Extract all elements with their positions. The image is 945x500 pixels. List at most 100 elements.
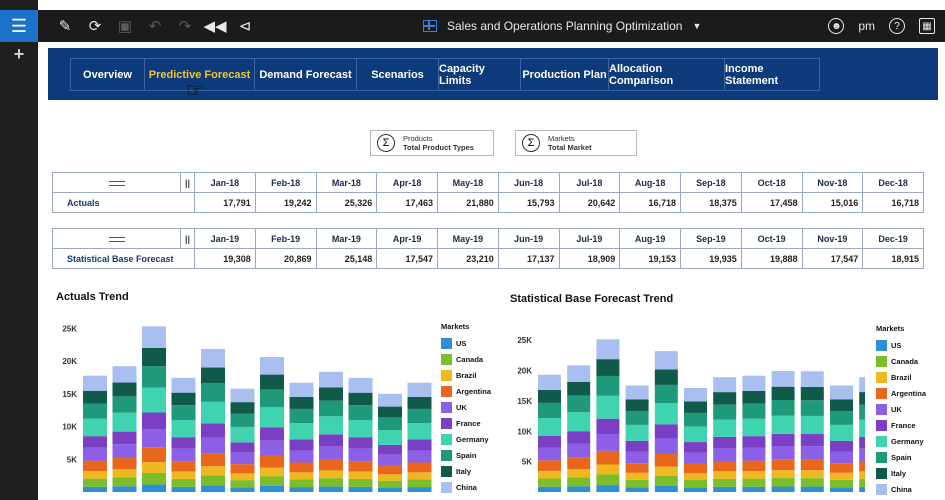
bar-segment[interactable] xyxy=(771,433,795,447)
bar-segment[interactable] xyxy=(567,457,591,470)
column-header[interactable]: Aug-18 xyxy=(619,172,681,193)
bar-segment[interactable] xyxy=(348,486,373,492)
data-cell[interactable]: 25,148 xyxy=(315,248,378,269)
bar-segment[interactable] xyxy=(742,375,766,391)
bar-segment[interactable] xyxy=(830,440,853,452)
bar-segment[interactable] xyxy=(625,451,649,464)
bar-segment[interactable] xyxy=(407,439,432,451)
bar-segment[interactable] xyxy=(171,478,196,487)
bar-segment[interactable] xyxy=(378,474,402,481)
bar-segment[interactable] xyxy=(112,382,137,397)
legend-item[interactable]: China xyxy=(876,481,926,497)
bar-segment[interactable] xyxy=(378,393,402,407)
bar-segment[interactable] xyxy=(654,466,678,476)
bar-segment[interactable] xyxy=(713,392,737,405)
bar-segment[interactable] xyxy=(800,386,824,401)
bar-segment[interactable] xyxy=(201,466,225,476)
bar-segment[interactable] xyxy=(742,403,766,419)
bar-segment[interactable] xyxy=(319,486,343,492)
bar-segment[interactable] xyxy=(713,461,737,472)
legend-item[interactable]: Canada xyxy=(876,353,926,369)
bar-segment[interactable] xyxy=(142,429,166,448)
bar-segment[interactable] xyxy=(407,450,432,463)
bar-segment[interactable] xyxy=(142,462,166,473)
data-cell[interactable]: 18,915 xyxy=(862,248,924,269)
column-header[interactable]: Dec-18 xyxy=(862,172,924,193)
bar-segment[interactable] xyxy=(289,479,314,488)
column-header[interactable]: Jun-19 xyxy=(497,228,560,249)
bar-segment[interactable] xyxy=(567,395,591,413)
bar-segment[interactable] xyxy=(654,485,678,492)
bar-segment[interactable] xyxy=(83,375,107,391)
bar-segment[interactable] xyxy=(538,374,561,391)
bar-segment[interactable] xyxy=(171,405,196,421)
bar-segment[interactable] xyxy=(859,436,865,449)
bar-segment[interactable] xyxy=(742,447,766,461)
app-title-dropdown[interactable]: Sales and Operations Planning Optimizati… xyxy=(423,10,701,42)
bar-segment[interactable] xyxy=(378,406,402,418)
bar-segment[interactable] xyxy=(596,433,620,451)
bar-segment[interactable] xyxy=(348,448,373,462)
bar-segment[interactable] xyxy=(83,478,107,487)
drag-handle-icon[interactable] xyxy=(52,228,181,249)
bar-segment[interactable] xyxy=(112,412,137,432)
bar-segment[interactable] xyxy=(859,377,865,393)
legend-item[interactable]: UK xyxy=(441,399,491,415)
bar-segment[interactable] xyxy=(260,374,284,390)
bar-segment[interactable] xyxy=(713,377,737,393)
bar-segment[interactable] xyxy=(319,434,343,447)
tab-allocation-comparison[interactable]: Allocation Comparison xyxy=(608,58,724,91)
bar-segment[interactable] xyxy=(684,452,707,464)
tab-predictive-forecast[interactable]: Predictive Forecast xyxy=(144,58,254,91)
column-header[interactable]: May-18 xyxy=(437,172,499,193)
legend-item[interactable]: Germany xyxy=(441,431,491,447)
products-selector[interactable]: Σ Products Total Product Types xyxy=(370,130,494,156)
bar-segment[interactable] xyxy=(230,388,255,403)
column-header[interactable]: Jan-19 xyxy=(194,228,256,249)
tab-capacity-limits[interactable]: Capacity Limits xyxy=(438,58,520,91)
bar-segment[interactable] xyxy=(596,485,620,492)
column-header[interactable]: Feb-19 xyxy=(254,228,317,249)
bar-segment[interactable] xyxy=(771,470,795,479)
bar-segment[interactable] xyxy=(378,444,402,455)
bar-segment[interactable] xyxy=(771,459,795,471)
bar-segment[interactable] xyxy=(407,462,432,473)
bar-segment[interactable] xyxy=(171,377,196,393)
data-cell[interactable]: 19,153 xyxy=(619,248,681,269)
bar-segment[interactable] xyxy=(625,463,649,473)
bar-segment[interactable] xyxy=(567,477,591,487)
bar-segment[interactable] xyxy=(83,471,107,479)
bar-segment[interactable] xyxy=(407,472,432,480)
bar-segment[interactable] xyxy=(654,384,678,404)
bar-segment[interactable] xyxy=(319,371,343,388)
bar-segment[interactable] xyxy=(567,486,591,492)
bar-segment[interactable] xyxy=(596,375,620,396)
column-header[interactable]: Oct-18 xyxy=(740,172,803,193)
undo-icon[interactable]: ↶ xyxy=(148,18,162,35)
bar-segment[interactable] xyxy=(348,471,373,479)
bar-segment[interactable] xyxy=(859,419,865,437)
bar-segment[interactable] xyxy=(713,436,737,449)
bar-segment[interactable] xyxy=(859,460,865,472)
bar-segment[interactable] xyxy=(684,473,707,481)
bar-segment[interactable] xyxy=(260,406,284,428)
data-cell[interactable]: 19,242 xyxy=(254,192,317,213)
data-cell[interactable]: 17,547 xyxy=(801,248,864,269)
bar-segment[interactable] xyxy=(567,469,591,478)
bar-segment[interactable] xyxy=(654,424,678,439)
bar-segment[interactable] xyxy=(407,423,432,440)
legend-item[interactable]: France xyxy=(441,415,491,431)
bar-segment[interactable] xyxy=(625,472,649,480)
bar-segment[interactable] xyxy=(407,396,432,409)
bar-segment[interactable] xyxy=(742,471,766,479)
bar-segment[interactable] xyxy=(830,399,853,412)
column-header[interactable]: Feb-18 xyxy=(254,172,317,193)
bar-segment[interactable] xyxy=(684,480,707,488)
bar-segment[interactable] xyxy=(625,399,649,412)
bar-segment[interactable] xyxy=(260,440,284,456)
bar-segment[interactable] xyxy=(142,366,166,388)
bar-segment[interactable] xyxy=(83,418,107,437)
legend-item[interactable]: France xyxy=(876,417,926,433)
column-header[interactable]: Mar-19 xyxy=(315,228,378,249)
bar-segment[interactable] xyxy=(800,486,824,492)
